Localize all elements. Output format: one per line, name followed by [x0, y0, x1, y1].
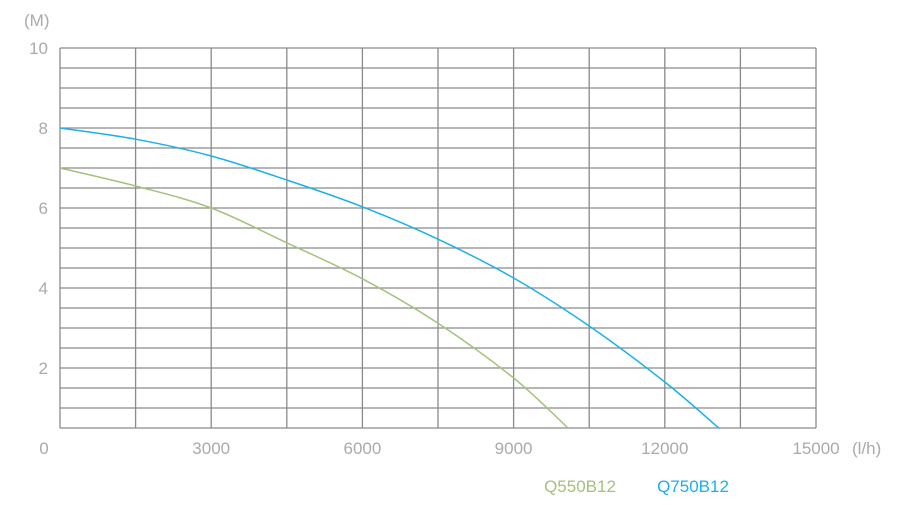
- x-tick-label: 6000: [343, 439, 381, 458]
- x-tick-label: 12000: [641, 439, 688, 458]
- series-line-q550b12: [59, 167, 569, 429]
- x-tick-label: 15000: [792, 439, 839, 458]
- tick-labels: 0 3000 6000 9000 12000 15000 10 8 6 4 2: [29, 39, 840, 458]
- y-axis-label: (M): [24, 11, 49, 30]
- y-tick-label: 6: [39, 199, 48, 218]
- x-tick-label: 0: [39, 439, 48, 458]
- y-tick-label: 10: [29, 39, 48, 58]
- grid: [59, 47, 817, 429]
- legend: Q550B12 Q750B12: [544, 477, 729, 496]
- series-lines: [59, 127, 720, 429]
- series-line-q750b12: [59, 127, 720, 429]
- y-tick-label: 8: [39, 119, 48, 138]
- x-tick-label: 3000: [192, 439, 230, 458]
- y-tick-label: 2: [39, 359, 48, 378]
- x-tick-label: 9000: [495, 439, 533, 458]
- y-tick-label: 4: [39, 279, 48, 298]
- legend-entry-q750b12: Q750B12: [657, 477, 729, 496]
- legend-entry-q550b12: Q550B12: [544, 477, 616, 496]
- x-axis-label: (l/h): [852, 439, 881, 458]
